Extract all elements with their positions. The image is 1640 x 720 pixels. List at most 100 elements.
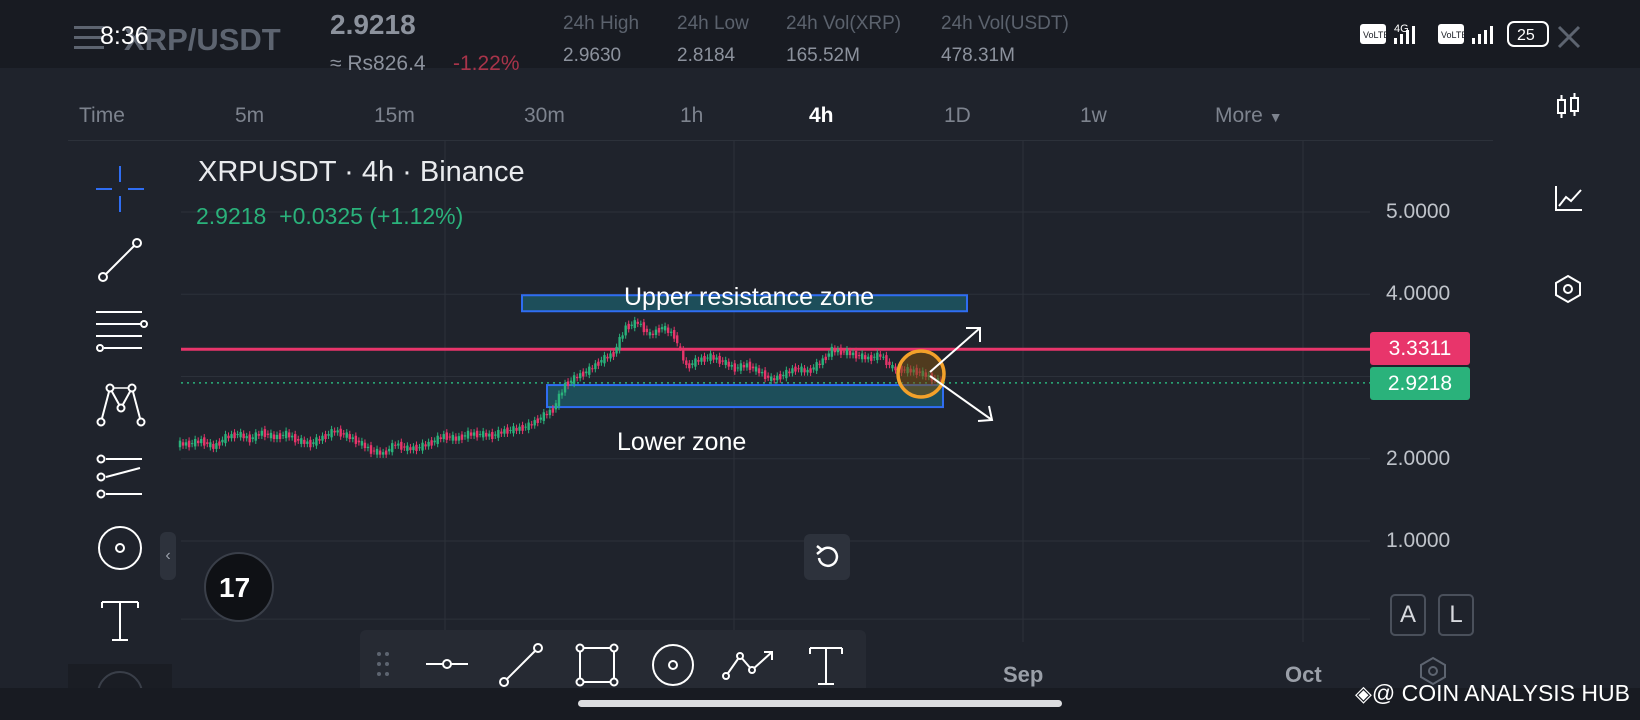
battery-level: 25 (1517, 27, 1535, 44)
path-icon[interactable] (722, 646, 778, 682)
candle-body (676, 335, 679, 344)
candle-body (666, 327, 670, 333)
drag-handle-icon[interactable] (374, 650, 394, 678)
candle-body (472, 432, 476, 436)
log-scale-button[interactable]: L (1438, 594, 1474, 636)
candle-body (779, 374, 782, 380)
trendline-tool-icon[interactable] (96, 236, 144, 289)
stat-label: 24h Low (677, 13, 749, 34)
candle-body (275, 434, 279, 440)
tf-5m[interactable]: 5m (235, 104, 265, 127)
pair-name[interactable]: XRP/USDT (124, 22, 281, 57)
chart-last: 2.9218 (196, 203, 267, 229)
candle-body (491, 432, 494, 440)
tf-more-label: More (1215, 104, 1263, 127)
candle-body (245, 436, 248, 439)
candle-body (645, 328, 649, 333)
tf-1h[interactable]: 1h (680, 104, 704, 127)
candle-body (209, 442, 212, 448)
candle-body (400, 441, 403, 450)
candle-body (357, 440, 361, 443)
candle-body (685, 360, 688, 365)
fib-tool-icon[interactable] (96, 308, 148, 361)
tf-more[interactable]: More ▼ (1215, 104, 1283, 128)
rectangle-icon[interactable] (574, 642, 620, 688)
divider (68, 140, 1493, 141)
circle-icon[interactable] (650, 642, 696, 688)
candle-body (715, 357, 718, 360)
candle-body (609, 353, 612, 359)
tf-1d[interactable]: 1D (944, 104, 971, 127)
text-icon[interactable] (806, 642, 846, 688)
candle-body (766, 375, 770, 378)
circle-tool-icon[interactable] (96, 524, 146, 577)
highlight-circle (896, 349, 946, 399)
pattern-tool-icon[interactable] (96, 380, 146, 433)
candle-body (345, 432, 348, 438)
candle-body (730, 364, 733, 367)
candle-body (739, 363, 743, 371)
stat-value: 2.9630 (563, 45, 622, 66)
candle-body (578, 373, 582, 379)
candle-body (206, 442, 209, 444)
candle-body (318, 439, 321, 441)
candle-body (421, 442, 424, 451)
candle-body (478, 434, 482, 436)
candle-body (436, 435, 439, 444)
candle-body (618, 337, 621, 351)
candle-body (342, 433, 345, 435)
candle-body (512, 426, 515, 434)
candle-body (876, 352, 879, 361)
chart-change: +0.0325 (+1.12%) (279, 203, 464, 229)
candle-body (709, 353, 712, 361)
candle-body (485, 432, 488, 437)
reset-chart-button[interactable] (804, 534, 850, 580)
candle-body (321, 435, 324, 441)
candle-body (330, 429, 333, 438)
candle-body (184, 442, 188, 446)
candles-icon[interactable] (1554, 92, 1582, 125)
candle-body (294, 434, 297, 443)
candle-body (663, 325, 667, 331)
candle-body (809, 368, 812, 373)
tf-1w[interactable]: 1w (1080, 104, 1107, 127)
candle-body (757, 368, 761, 374)
svg-text:17: 17 (219, 572, 250, 603)
candle-body (833, 348, 837, 353)
stat-value: 2.8184 (677, 45, 736, 66)
close-icon[interactable] (1556, 24, 1582, 55)
forecast-tool-icon[interactable] (96, 454, 146, 505)
home-indicator[interactable] (578, 700, 1062, 707)
candle-body (242, 433, 245, 439)
y-tick: 2.0000 (1386, 447, 1451, 470)
trend-line-icon[interactable] (498, 642, 544, 688)
menu-icon[interactable] (74, 24, 108, 57)
indicator-icon[interactable] (1554, 184, 1584, 217)
candle-body (375, 448, 379, 455)
tf-30m[interactable]: 30m (524, 104, 565, 127)
settings-icon[interactable] (1418, 656, 1448, 691)
candle-body (448, 436, 452, 438)
auto-scale-button[interactable]: A (1390, 594, 1426, 636)
candle-body (378, 450, 382, 455)
collapse-toolbar-icon[interactable]: ‹ (160, 532, 176, 580)
down-arrow-head (977, 405, 994, 422)
tf-15m[interactable]: 15m (374, 104, 415, 127)
candle-body (657, 327, 661, 333)
candle-body (773, 378, 776, 381)
candle-body (718, 355, 721, 364)
settings-hex-icon[interactable] (1554, 274, 1582, 309)
candle-body (539, 417, 542, 420)
candle-body (624, 325, 627, 336)
text-tool-icon[interactable] (96, 596, 144, 649)
candle-body (621, 335, 624, 339)
tf-4h[interactable]: 4h (809, 104, 834, 127)
tf-time[interactable]: Time (79, 104, 125, 127)
candle-body (415, 444, 418, 451)
candle-body (721, 360, 724, 362)
watermark-text: @ COIN ANALYSIS HUB (1371, 680, 1630, 706)
candle-body (791, 368, 794, 374)
horizontal-line-icon[interactable] (424, 646, 470, 682)
crosshair-icon[interactable] (96, 166, 144, 217)
